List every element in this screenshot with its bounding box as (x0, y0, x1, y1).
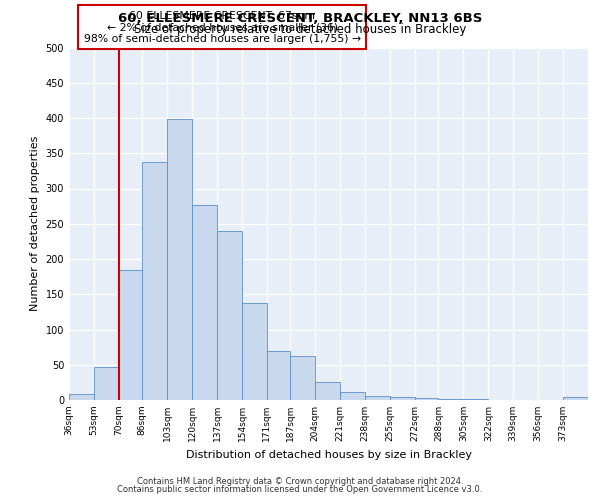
Text: Size of property relative to detached houses in Brackley: Size of property relative to detached ho… (134, 22, 466, 36)
Text: Contains public sector information licensed under the Open Government Licence v3: Contains public sector information licen… (118, 485, 482, 494)
X-axis label: Distribution of detached houses by size in Brackley: Distribution of detached houses by size … (185, 450, 472, 460)
Bar (69, 394, 94, 400)
Bar (267, 350, 290, 400)
Text: 60 ELLESMERE CRESCENT: 67sqm
← 2% of detached houses are smaller (36)
98% of sem: 60 ELLESMERE CRESCENT: 67sqm ← 2% of det… (83, 11, 361, 44)
Bar (142, 162, 167, 400)
Bar (340, 392, 365, 400)
Bar (439, 398, 463, 400)
Bar (192, 204, 217, 400)
Bar (217, 231, 242, 400)
Y-axis label: Number of detached properties: Number of detached properties (30, 136, 40, 312)
Bar (563, 397, 588, 400)
Bar (290, 356, 316, 400)
Bar (242, 304, 267, 400)
Bar (316, 382, 340, 400)
Text: Contains HM Land Registry data © Crown copyright and database right 2024.: Contains HM Land Registry data © Crown c… (137, 477, 463, 486)
Bar (390, 397, 415, 400)
Bar (415, 398, 439, 400)
Bar (94, 367, 119, 400)
Text: 60, ELLESMERE CRESCENT, BRACKLEY, NN13 6BS: 60, ELLESMERE CRESCENT, BRACKLEY, NN13 6… (118, 12, 482, 26)
Bar (365, 396, 390, 400)
Bar (167, 120, 192, 400)
Bar (119, 270, 142, 400)
